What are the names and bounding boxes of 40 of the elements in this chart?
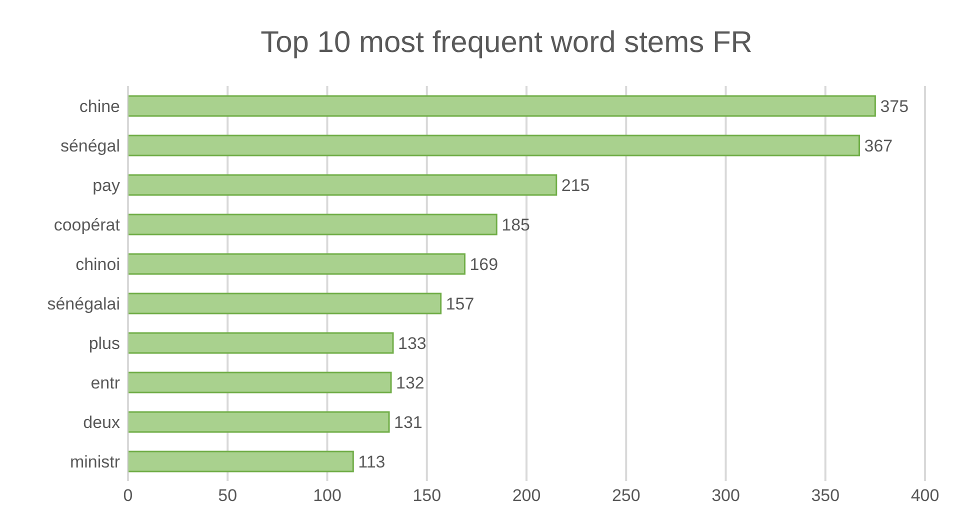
data-label: 169 (470, 255, 498, 274)
bar (128, 292, 442, 314)
bar (128, 253, 466, 275)
y-tick-label: sénégalai (47, 294, 120, 314)
data-label: 215 (561, 176, 590, 196)
y-tick-label: entr (90, 373, 120, 392)
bar (128, 450, 354, 472)
y-tick-label: ministr (70, 452, 120, 472)
x-tick-label: 350 (811, 486, 840, 506)
bar (128, 372, 392, 394)
chart-title: Top 10 most frequent word stems FR (260, 25, 754, 61)
bar (128, 95, 876, 117)
data-label: 132 (396, 374, 424, 393)
x-tick-label: 150 (412, 486, 442, 506)
y-tick-label: plus (88, 334, 120, 353)
y-tick-label: coopérat (54, 215, 120, 234)
x-tick-label: 50 (218, 486, 238, 506)
y-tick-label: pay (92, 176, 120, 195)
bar (128, 134, 860, 156)
y-tick-label: chinoi (76, 254, 120, 274)
x-tick-label: 100 (313, 486, 342, 506)
x-tick-label: 300 (712, 486, 740, 506)
x-tick-label: 200 (512, 486, 541, 506)
data-label: 113 (358, 452, 386, 472)
data-label: 157 (446, 294, 474, 314)
bar (128, 214, 498, 236)
x-tick-label: 0 (123, 486, 133, 506)
bar (128, 332, 394, 354)
data-label: 185 (502, 216, 530, 235)
y-tick-label: deux (83, 412, 120, 432)
bar (128, 174, 558, 196)
data-label: 131 (394, 413, 422, 432)
x-tick-label: 250 (612, 486, 640, 506)
x-tick-label: 400 (910, 486, 940, 506)
data-label: 367 (864, 136, 893, 156)
y-tick-label: sénégal (60, 136, 120, 156)
data-label: 375 (880, 97, 909, 116)
bar (128, 411, 390, 433)
y-tick-label: chine (79, 96, 120, 116)
data-label: 133 (398, 334, 426, 354)
